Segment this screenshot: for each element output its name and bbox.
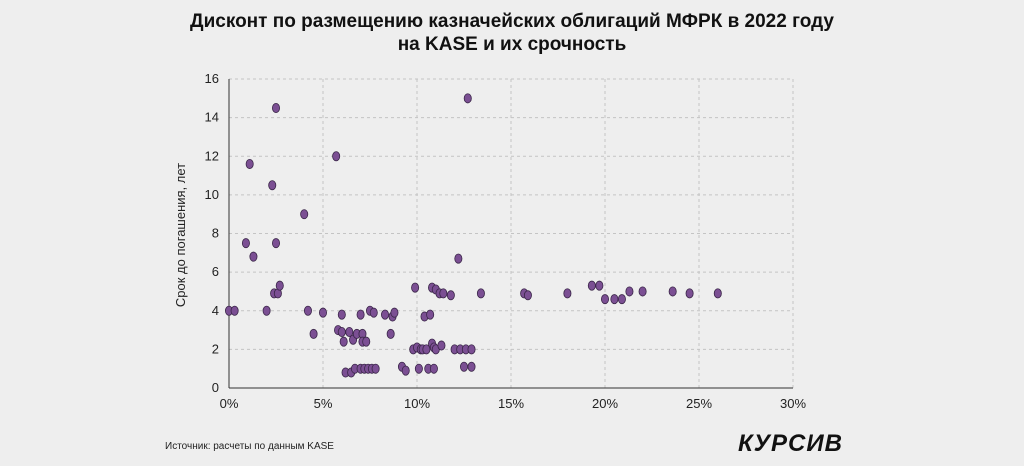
data-point	[230, 305, 239, 316]
data-point	[601, 294, 610, 305]
data-points	[224, 93, 722, 378]
data-point	[467, 361, 476, 372]
data-point	[414, 363, 423, 374]
axes	[228, 79, 793, 389]
chart-title-line-1: Дисконт по размещению казначейских облиг…	[190, 11, 834, 32]
tick-labels: 0 2 4 6 8 10 12 14 16 0% 5% 10% 15% 20% 25% 30%	[205, 71, 807, 411]
data-point	[523, 290, 532, 301]
data-point	[356, 309, 365, 320]
data-point	[668, 286, 677, 297]
data-point	[271, 102, 280, 113]
y-tick-label: 10	[205, 187, 219, 202]
data-point	[446, 290, 455, 301]
y-tick-label: 4	[212, 303, 219, 318]
data-point	[587, 280, 596, 291]
data-point	[371, 363, 380, 374]
grid	[229, 78, 794, 388]
data-point	[271, 238, 280, 249]
y-tick-label: 12	[205, 148, 219, 163]
data-point	[476, 288, 485, 299]
data-point	[563, 288, 572, 299]
x-tick-label: 25%	[686, 396, 712, 411]
y-tick-label: 6	[212, 264, 219, 279]
data-point	[422, 344, 431, 355]
data-point	[454, 253, 463, 264]
data-point	[241, 238, 250, 249]
data-point	[595, 280, 604, 291]
x-tick-label: 0%	[220, 396, 239, 411]
data-point	[332, 151, 341, 162]
x-tick-label: 20%	[592, 396, 618, 411]
x-tick-label: 15%	[498, 396, 524, 411]
data-point	[638, 286, 647, 297]
x-tick-label: 30%	[780, 396, 806, 411]
y-axis-label: Срок до погашения, лет	[173, 163, 188, 307]
y-tick-label: 14	[205, 110, 219, 125]
data-point	[401, 365, 410, 376]
y-tick-label: 0	[212, 380, 219, 395]
data-point	[467, 344, 476, 355]
data-point	[625, 286, 634, 297]
source-note: Источник: расчеты по данным KASE	[165, 441, 334, 452]
chart-title: Дисконт по размещению казначейских облиг…	[0, 10, 1024, 56]
data-point	[337, 326, 346, 337]
data-point	[459, 361, 468, 372]
data-point	[685, 288, 694, 299]
data-point	[369, 307, 378, 318]
data-point	[262, 305, 271, 316]
y-tick-label: 2	[212, 341, 219, 356]
data-point	[381, 309, 390, 320]
data-point	[713, 288, 722, 299]
data-point	[275, 280, 284, 291]
data-point	[268, 180, 277, 191]
data-point	[318, 307, 327, 318]
data-point	[339, 336, 348, 347]
data-point	[426, 309, 435, 320]
data-point	[617, 294, 626, 305]
data-point	[345, 326, 354, 337]
data-point	[300, 209, 309, 220]
data-point	[390, 307, 399, 318]
chart-title-line-2: на KASE и их срочность	[397, 34, 627, 55]
data-point	[309, 328, 318, 339]
data-point	[386, 328, 395, 339]
kursiv-logo: КУРСИВ	[738, 430, 843, 457]
x-tick-label: 5%	[314, 396, 333, 411]
data-point	[610, 294, 619, 305]
data-point	[303, 305, 312, 316]
y-tick-label: 16	[205, 71, 219, 86]
data-point	[437, 340, 446, 351]
data-point	[429, 363, 438, 374]
data-point	[337, 309, 346, 320]
data-point	[249, 251, 258, 262]
data-point	[439, 288, 448, 299]
y-tick-label: 8	[212, 226, 219, 241]
data-point	[245, 158, 254, 169]
data-point	[362, 336, 371, 347]
x-tick-label: 10%	[404, 396, 430, 411]
data-point	[463, 93, 472, 104]
data-point	[411, 282, 420, 293]
